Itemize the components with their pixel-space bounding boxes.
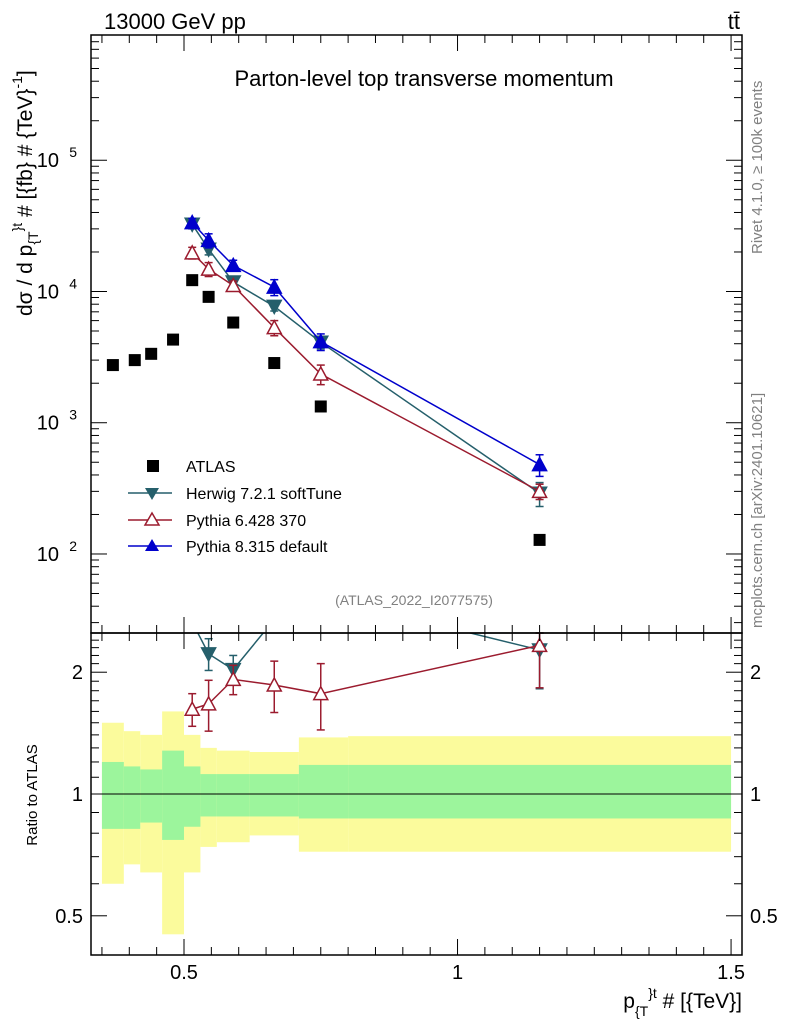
ratio-ytick-label-left-2: 2 [72,662,83,684]
side-source-label: mcplots.cern.ch [arXiv:2401.10621] [749,393,766,628]
ratio-ytick-label-right-1: 1 [750,784,761,806]
main-pythia8-line [191,222,540,466]
band-inner-3 [162,750,184,840]
atlas-point-7 [268,357,281,370]
ylabel-part-1: dσ / d p [14,245,37,316]
analysis-id: (ATLAS_2022_I2077575) [335,592,493,608]
legend-label-pythia8: Pythia 8.315 default [186,539,328,556]
main-pythia8-point-1 [200,231,217,248]
xtick-label-2: 1.5 [717,962,745,984]
main-ytick-label-2: 10 [37,281,59,303]
ratio-ytick-label-left-0: 0.5 [55,906,83,928]
legend-label-atlas: ATLAS [186,459,236,476]
main-pythia8-point-5 [531,455,548,472]
band-inner-6 [216,774,250,817]
main-pythia8-point-4 [312,333,330,349]
ylabel-part-5: -1 [9,76,25,89]
band-inner-5 [200,774,217,817]
main-ytick-label-0: 10 [37,544,59,566]
process-label: tt̄ [728,9,740,34]
ratio-pythia6-point-2 [224,670,242,687]
atlas-point-9 [533,533,546,546]
band-inner-7 [249,774,299,817]
main-pythia6-point-4 [312,365,330,381]
main-ytick-label-3: 10 [37,150,59,172]
ratio-ytick-label-left-1: 1 [72,784,83,806]
legend: ATLAS Herwig 7.2.1 softTune Pythia 6.428… [128,459,342,556]
main-herwig-point-3 [266,299,283,315]
atlas-point-5 [202,290,215,303]
ratio-pythia6-point-1 [200,695,217,711]
atlas-point-3 [167,333,180,346]
ratio-ytick-label-right-0: 0.5 [750,906,778,928]
main-ytick-label-1: 10 [37,413,59,435]
ylabel-part-3: }t [9,223,25,232]
energy-label: 13000 GeV pp [104,9,246,34]
main-ytick-exp-0: 2 [69,538,77,554]
main-y-axis-label: dσ / d p{T}t # [{fb} # {TeV}-1] [9,70,41,316]
xlabel-part-4: # [{TeV}] [657,990,742,1013]
side-version-label: Rivet 4.1.0, ≥ 100k events [749,81,766,254]
plot-title: Parton-level top transverse momentum [234,66,613,91]
atlas-point-2 [145,347,158,360]
legend-marker-pythia8 [145,539,159,551]
band-inner-4 [184,766,201,827]
band-inner-2 [140,769,163,823]
main-pythia6-point-0 [183,244,201,260]
atlas-point-0 [106,359,119,372]
ratio-herwig-point-1 [200,647,217,663]
legend-label-herwig: Herwig 7.2.1 softTune [186,486,342,503]
x-axis-label: p{T }t # [{TeV}] [623,985,742,1019]
band-inner-9 [348,764,732,819]
legend-marker-herwig [145,488,159,500]
xtick-label-1: 1 [452,962,463,984]
ratio-ytick-label-right-2: 2 [750,662,761,684]
ratio-panel [91,559,742,935]
main-ytick-exp-2: 4 [69,275,77,291]
main-pythia8-point-0 [183,213,201,230]
xlabel-part-1: p [623,990,635,1013]
ylabel-part-4: # [{fb} # {TeV} [14,89,37,223]
ratio-pythia6-point-0 [183,700,201,716]
legend-marker-pythia6 [143,511,161,526]
main-pythia8-point-2 [224,256,242,273]
xlabel-part-3: }t [648,985,657,1001]
atlas-point-1 [128,354,141,367]
band-inner-8 [298,764,349,819]
band-inner-0 [101,761,124,829]
main-pythia6-point-5 [531,482,548,499]
ylabel-part-6: ] [14,70,37,76]
main-pythia6-point-3 [266,319,283,335]
ratio-y-axis-label: Ratio to ATLAS [24,744,41,845]
ratio-pythia8-line [192,559,539,620]
atlas-point-4 [186,274,199,287]
xlabel-part-2: {T [635,1003,649,1019]
band-inner-1 [123,766,141,829]
main-pythia6-point-1 [200,260,217,276]
legend-marker-atlas [147,460,159,472]
main-ytick-exp-1: 3 [69,407,77,423]
main-herwig-line [191,223,541,494]
atlas-point-8 [314,400,327,413]
axes: 10 2 10 3 10 4 10 5 0.5 0.5 1 1 2 2 0.5 1 1.5 [37,34,778,984]
main-ytick-exp-3: 5 [69,144,77,160]
ratio-pythia6-point-4 [312,685,330,701]
main-panel [106,213,548,546]
xtick-label-0: 0.5 [170,962,198,984]
atlas-point-6 [227,316,240,329]
legend-label-pythia6: Pythia 6.428 370 [186,513,306,530]
ratio-pythia6-point-3 [266,676,283,692]
main-pythia6-point-2 [224,276,242,293]
main-pythia8-point-3 [266,278,283,294]
ylabel-part-2: {T [25,231,41,245]
ratio-pythia6-point-5 [531,636,548,653]
